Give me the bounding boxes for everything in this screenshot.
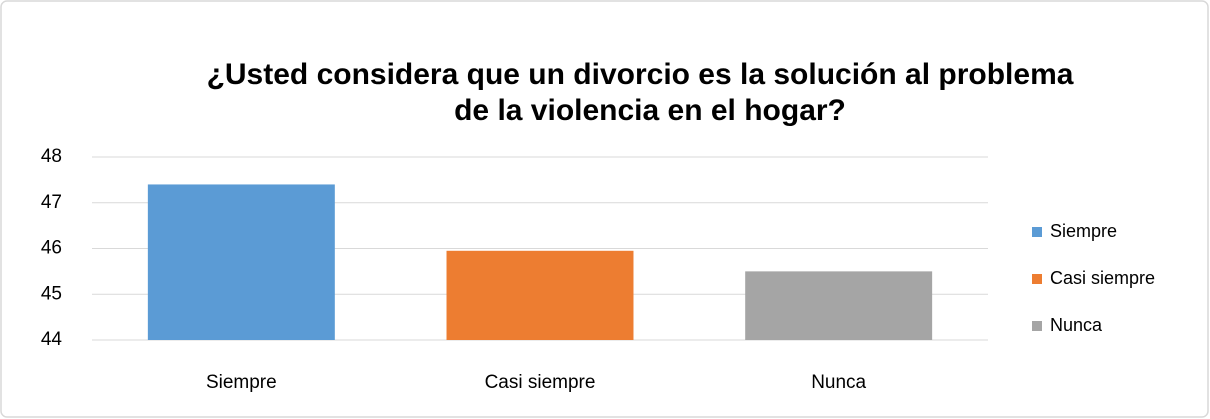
legend-label: Nunca — [1050, 315, 1103, 335]
y-tick-label: 48 — [41, 146, 62, 167]
y-tick-label: 44 — [41, 329, 63, 350]
bar — [745, 271, 933, 340]
x-tick-label: Nunca — [811, 372, 866, 393]
legend-marker — [1032, 274, 1042, 284]
bar — [147, 184, 335, 340]
y-tick-label: 47 — [41, 192, 62, 213]
chart-title: de la violencia en el hogar? — [454, 94, 846, 127]
y-tick-label: 46 — [41, 238, 62, 259]
legend-marker — [1032, 227, 1042, 237]
legend-label: Siempre — [1050, 221, 1117, 241]
x-tick-label: Siempre — [206, 372, 277, 393]
x-tick-label: Casi siempre — [485, 372, 596, 393]
chart-title: ¿Usted considera que un divorcio es la s… — [207, 58, 1074, 91]
legend-label: Casi siempre — [1050, 268, 1155, 288]
legend-marker — [1032, 321, 1042, 331]
y-tick-label: 45 — [41, 283, 62, 304]
bar — [446, 250, 634, 340]
